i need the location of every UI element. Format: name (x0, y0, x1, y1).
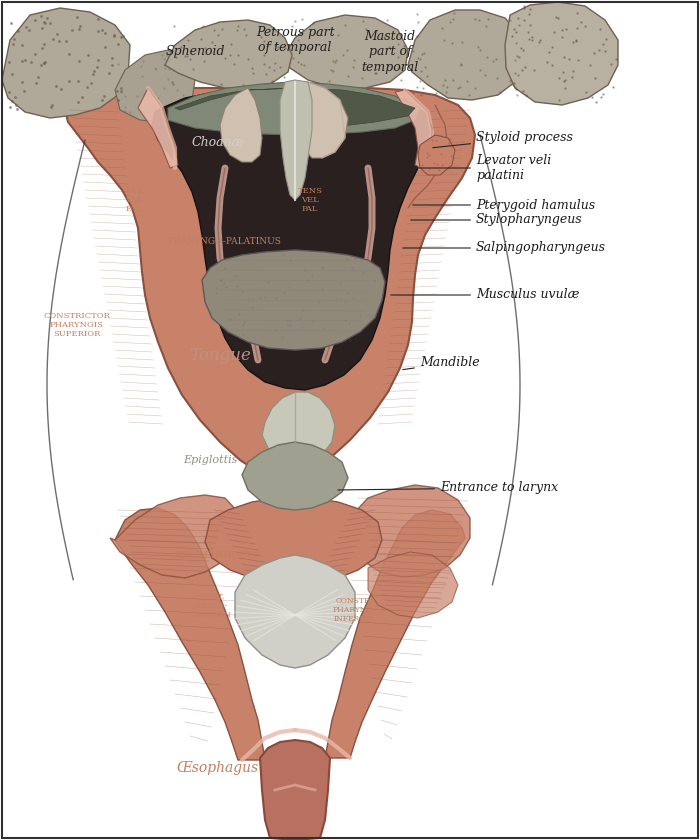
Text: Choanæ: Choanæ (192, 135, 244, 149)
Polygon shape (110, 495, 240, 578)
Polygon shape (325, 510, 465, 758)
Text: Levator veli
palatini: Levator veli palatini (418, 154, 552, 182)
Text: Pterygoid hamulus: Pterygoid hamulus (413, 198, 595, 212)
Polygon shape (395, 90, 432, 168)
Text: Petrous part
of temporal: Petrous part of temporal (256, 26, 335, 54)
Polygon shape (152, 85, 432, 390)
Polygon shape (408, 10, 522, 100)
Polygon shape (115, 508, 265, 760)
Polygon shape (202, 250, 385, 350)
Polygon shape (242, 442, 348, 510)
Text: Salpingopharyngeus: Salpingopharyngeus (402, 242, 606, 255)
Polygon shape (260, 740, 330, 840)
Text: Epiglottis: Epiglottis (183, 455, 237, 465)
Polygon shape (235, 555, 355, 668)
Text: Stylopharyngeus: Stylopharyngeus (411, 213, 582, 227)
Polygon shape (368, 552, 458, 618)
Polygon shape (262, 392, 335, 464)
Polygon shape (168, 82, 420, 135)
Polygon shape (2, 8, 130, 118)
Text: LEV.
VEL.
PAL.: LEV. VEL. PAL. (125, 186, 145, 213)
Polygon shape (418, 135, 455, 175)
Polygon shape (302, 82, 348, 158)
Text: TENS
VEL
PAL: TENS VEL PAL (298, 186, 323, 213)
Text: Œsophagus: Œsophagus (177, 761, 259, 775)
Text: Musculus uvulæ: Musculus uvulæ (391, 288, 580, 302)
Text: CONSTR.
PHARYNG.
INFERIOR: CONSTR. PHARYNG. INFERIOR (332, 596, 375, 623)
Text: Entrance to larynx: Entrance to larynx (338, 481, 558, 495)
Text: Sphenoid: Sphenoid (165, 45, 225, 59)
Polygon shape (505, 2, 618, 105)
Text: Styloid process: Styloid process (433, 132, 573, 148)
Polygon shape (65, 82, 475, 478)
Polygon shape (138, 88, 178, 168)
Text: Mandible: Mandible (402, 356, 480, 370)
Text: CONSTRICTOR
PHARYNGIS
SUPERIOR: CONSTRICTOR PHARYNGIS SUPERIOR (43, 312, 111, 339)
Polygon shape (165, 20, 292, 88)
Polygon shape (285, 15, 408, 88)
Text: Tongue: Tongue (189, 346, 251, 364)
Text: ARYTÆNOIDEUS: ARYTÆNOIDEUS (174, 552, 262, 560)
Polygon shape (220, 88, 262, 162)
Polygon shape (205, 496, 382, 583)
Polygon shape (348, 485, 470, 577)
Text: Mastoid
part of
temporal: Mastoid part of temporal (361, 30, 419, 73)
Polygon shape (295, 88, 415, 126)
Text: PHARYNGO-PALATINUS: PHARYNGO-PALATINUS (167, 238, 281, 246)
Polygon shape (280, 80, 312, 200)
Polygon shape (115, 50, 195, 122)
Polygon shape (175, 88, 295, 110)
Text: POST.
CRICO-
ARYTÆN: POST. CRICO- ARYTÆN (193, 593, 232, 619)
